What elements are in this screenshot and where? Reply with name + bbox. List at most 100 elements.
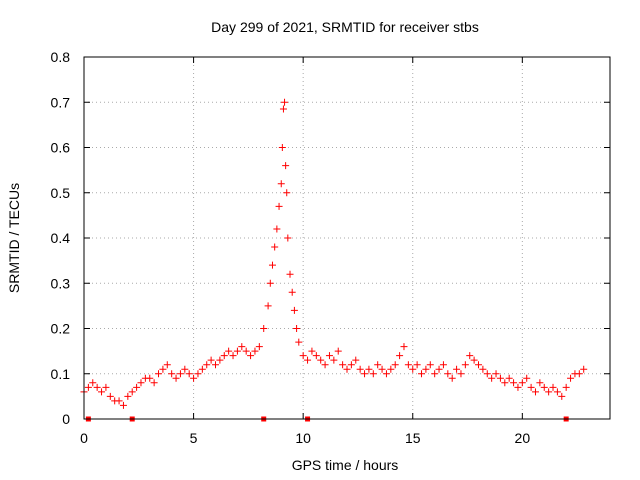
data-point (540, 383, 548, 391)
y-tick-label: 0.2 (51, 321, 71, 337)
y-tick-label: 0.8 (51, 49, 71, 65)
data-point (290, 306, 298, 314)
y-tick-label: 0.1 (51, 366, 71, 382)
data-point (378, 365, 386, 373)
data-point (422, 365, 430, 373)
data-point (225, 347, 233, 355)
data-point (466, 352, 474, 360)
chart-title: Day 299 of 2021, SRMTID for receiver stb… (211, 19, 479, 35)
y-tick-label: 0.6 (51, 140, 71, 156)
data-point (304, 356, 312, 364)
data-point (150, 379, 158, 387)
data-point (284, 234, 292, 242)
data-point (89, 379, 97, 387)
data-point (278, 144, 286, 151)
data-point (374, 361, 382, 369)
data-point (264, 302, 272, 310)
data-point (413, 361, 421, 369)
data-point (453, 365, 461, 373)
data-point (251, 347, 259, 355)
data-point (483, 370, 491, 378)
y-tick-label: 0.3 (51, 275, 71, 291)
data-point (159, 365, 167, 373)
data-point (558, 392, 566, 400)
data-point (321, 361, 329, 369)
data-point (279, 105, 287, 113)
data-point (514, 383, 522, 391)
data-point (361, 370, 369, 378)
x-tick-label: 10 (295, 430, 311, 446)
data-point (575, 370, 583, 378)
data-point (283, 189, 291, 197)
data-point (84, 383, 92, 391)
y-tick-label: 0 (62, 411, 70, 427)
data-point (343, 365, 351, 373)
data-point (492, 370, 500, 378)
data-point (431, 370, 439, 378)
data-point (281, 98, 289, 106)
data-point (352, 356, 360, 364)
data-point (391, 361, 399, 369)
data-point (317, 356, 325, 364)
data-point (567, 374, 575, 382)
data-point (496, 374, 504, 382)
data-point (242, 347, 250, 355)
data-point (247, 352, 255, 360)
data-point (325, 352, 333, 360)
data-point (119, 401, 127, 409)
data-point (106, 392, 114, 400)
data-point (531, 388, 539, 396)
data-point (387, 365, 395, 373)
data-point (527, 383, 535, 391)
data-point (479, 365, 487, 373)
data-point (404, 361, 412, 369)
data-point (266, 279, 274, 287)
data-point (312, 352, 320, 360)
data-point (562, 383, 570, 391)
data-point (277, 180, 285, 188)
y-tick-label: 0.7 (51, 94, 71, 110)
axis-ticks (83, 56, 610, 420)
data-point (347, 361, 355, 369)
data-point (470, 356, 478, 364)
data-point (185, 370, 193, 378)
x-tick-label: 15 (405, 430, 421, 446)
data-point (553, 388, 561, 396)
x-axis-label: GPS time / hours (292, 457, 399, 473)
data-point (233, 347, 241, 355)
data-point (260, 325, 268, 332)
data-point (271, 243, 279, 251)
data-point (396, 352, 404, 360)
data-point (286, 270, 294, 278)
data-point (549, 383, 557, 391)
x-tick-label: 0 (80, 430, 88, 446)
data-point (400, 343, 408, 351)
x-tick-label: 20 (515, 430, 531, 446)
data-point (115, 397, 123, 405)
data-point (229, 352, 237, 360)
data-point (435, 365, 443, 373)
data-point (275, 202, 283, 210)
data-point (163, 361, 171, 369)
data-point (238, 343, 246, 351)
data-point (439, 361, 447, 369)
data-point (93, 383, 101, 391)
data-point (124, 392, 132, 400)
data-point (288, 288, 296, 296)
data-point (523, 374, 531, 382)
x-tick-label: 5 (190, 430, 198, 446)
data-point (198, 365, 206, 373)
data-point (146, 374, 154, 382)
data-point (545, 388, 553, 396)
data-point (461, 361, 469, 369)
data-point (426, 361, 434, 369)
data-point (339, 361, 347, 369)
data-point (418, 370, 426, 378)
data-point (330, 356, 338, 364)
data-point (190, 374, 198, 382)
data-point (536, 379, 544, 387)
data-point (128, 388, 136, 396)
data-point (382, 370, 390, 378)
data-point (293, 325, 301, 332)
